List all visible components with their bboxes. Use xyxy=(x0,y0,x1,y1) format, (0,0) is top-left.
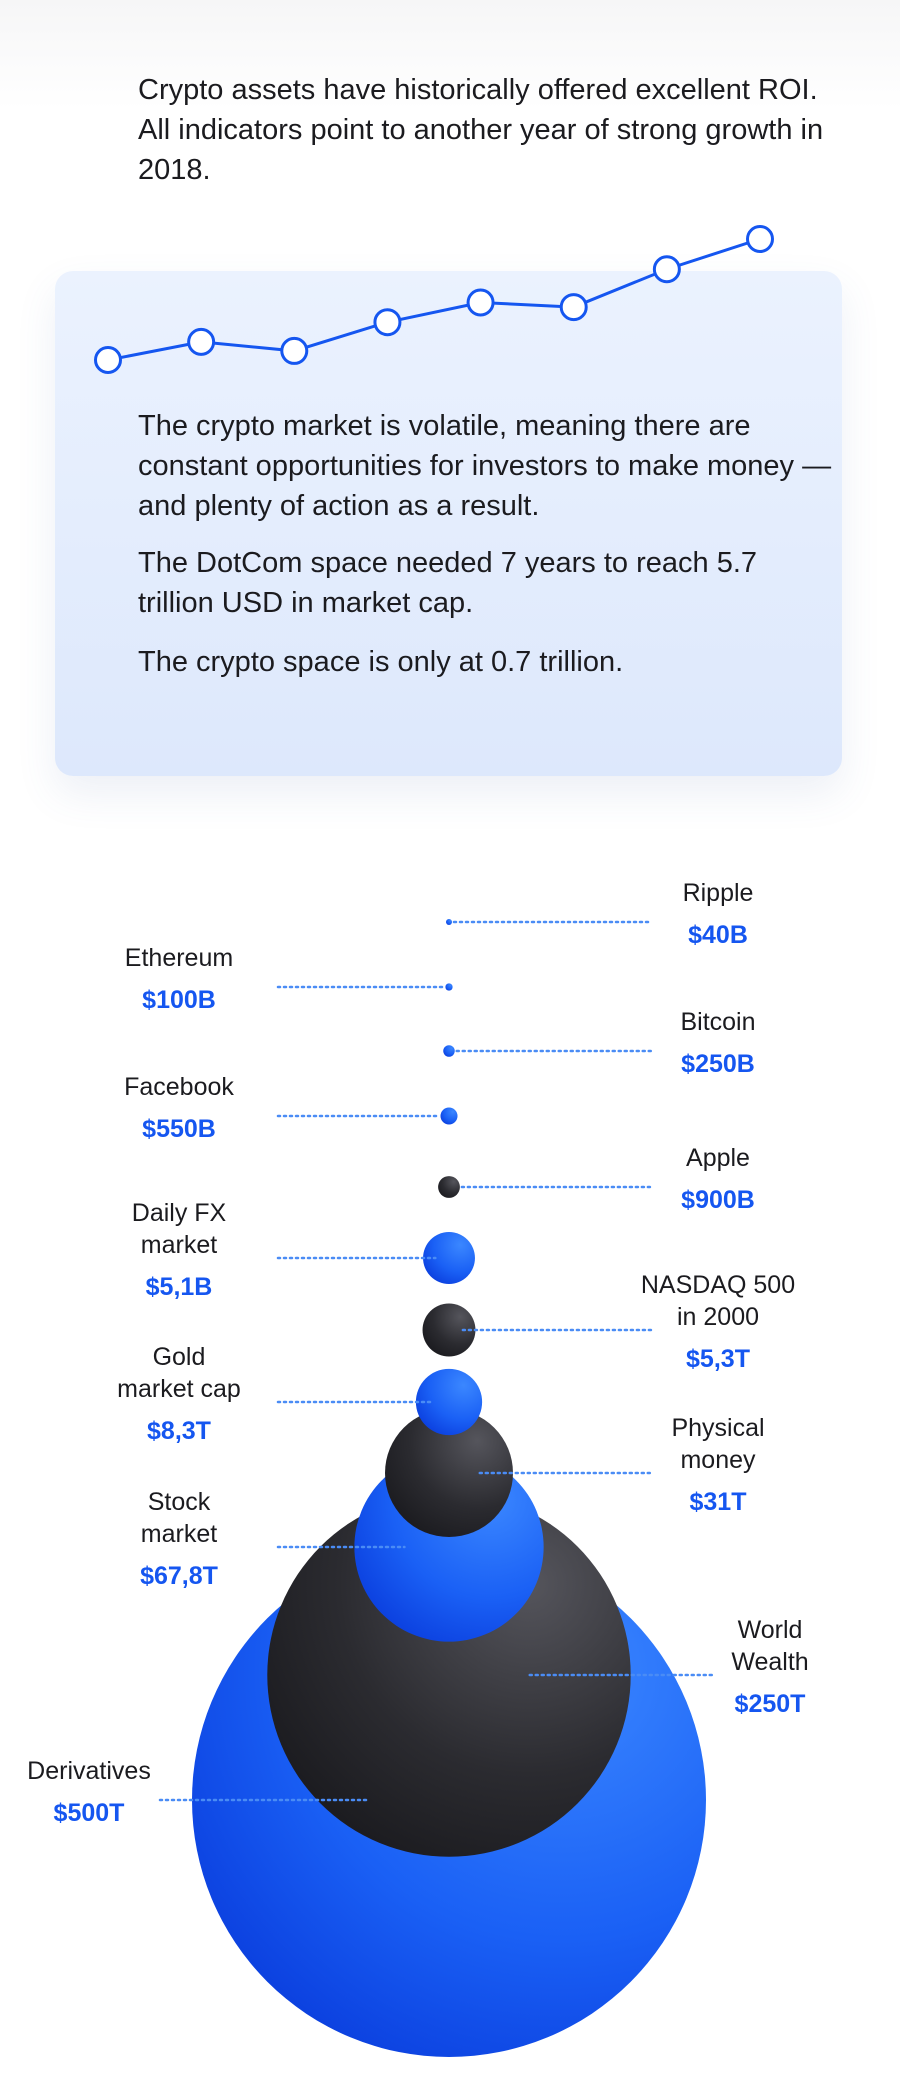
bubble-label-world-wealth: World Wealth $250T xyxy=(731,1614,808,1720)
bubble-name-stock-market: Stock market xyxy=(140,1488,218,1548)
trend-line xyxy=(107,237,761,362)
trend-point-8 xyxy=(746,225,774,253)
bubble-name-bitcoin: Bitcoin xyxy=(680,1008,756,1036)
bubble-ripple xyxy=(446,919,452,925)
card-paragraph-dotcom: The DotCom space needed 7 years to reach… xyxy=(138,547,758,619)
bubble-value-stock-market: $67,8T xyxy=(140,1562,218,1590)
bubble-name-ethereum: Ethereum xyxy=(124,944,234,972)
bubble-name-daily-fx-market: Daily FX market xyxy=(131,1199,227,1259)
trend-point-2 xyxy=(187,327,216,356)
bubble-label-derivatives: Derivatives $500T xyxy=(27,1755,151,1829)
trend-point-1 xyxy=(94,346,122,374)
bubble-value-derivatives: $500T xyxy=(53,1799,125,1827)
bubble-value-apple: $900B xyxy=(681,1186,755,1214)
bubble-name-nasdaq-500-in-2000: NASDAQ 500 in 2000 xyxy=(640,1271,796,1331)
bubble-world-wealth xyxy=(267,1493,631,1857)
bubble-name-ripple: Ripple xyxy=(682,879,754,907)
bubble-value-world-wealth: $250T xyxy=(734,1690,806,1718)
trend-point-7 xyxy=(652,255,681,284)
bubble-value-nasdaq-500-in-2000: $5,3T xyxy=(686,1345,750,1373)
bubble-ethereum xyxy=(445,983,453,991)
intro-text: Crypto assets have historically offered … xyxy=(138,74,824,186)
bubble-apple xyxy=(438,1176,460,1198)
bubble-gold-market-cap xyxy=(415,1368,483,1436)
bubble-bitcoin xyxy=(443,1045,455,1057)
bubble-value-bitcoin: $250B xyxy=(681,1050,755,1078)
bubble-label-physical-money: Physical money $31T xyxy=(671,1412,764,1518)
card-paragraph-crypto: The crypto space is only at 0.7 trillion… xyxy=(138,646,624,678)
bubble-label-daily-fx-market: Daily FX market $5,1B xyxy=(132,1197,226,1303)
bubble-value-ripple: $40B xyxy=(688,921,748,949)
bubble-physical-money xyxy=(385,1409,513,1537)
bubble-label-stock-market: Stock market $67,8T xyxy=(140,1486,218,1592)
trend-point-6 xyxy=(559,293,588,322)
bubble-name-gold-market-cap: Gold market cap xyxy=(117,1343,241,1403)
bubble-value-ethereum: $100B xyxy=(142,986,216,1014)
bubble-value-physical-money: $31T xyxy=(689,1488,747,1516)
bubble-label-facebook: Facebook $550B xyxy=(124,1071,234,1145)
bubble-value-facebook: $550B xyxy=(142,1115,216,1143)
trend-point-5 xyxy=(466,288,495,317)
info-card xyxy=(55,271,842,776)
bubble-nasdaq-500-in-2000 xyxy=(422,1303,476,1357)
bubble-name-facebook: Facebook xyxy=(124,1073,234,1101)
bubble-label-ethereum: Ethereum $100B xyxy=(125,942,233,1016)
bubble-name-physical-money: Physical money xyxy=(671,1414,765,1474)
bubble-label-ripple: Ripple $40B xyxy=(683,877,754,951)
bubble-facebook xyxy=(440,1107,458,1125)
trend-point-4 xyxy=(373,308,402,337)
card-paragraph-volatility: The crypto market is volatile, meaning t… xyxy=(138,410,832,522)
bubble-label-nasdaq-500-in-2000: NASDAQ 500 in 2000 $5,3T xyxy=(641,1269,795,1375)
bubble-value-gold-market-cap: $8,3T xyxy=(147,1417,211,1445)
trend-point-3 xyxy=(280,336,309,365)
bubble-name-world-wealth: World Wealth xyxy=(731,1616,809,1676)
bubble-name-derivatives: Derivatives xyxy=(27,1757,151,1785)
bubble-name-apple: Apple xyxy=(686,1144,750,1172)
bubble-label-apple: Apple $900B xyxy=(681,1142,755,1216)
bubble-daily-fx-market xyxy=(423,1232,475,1284)
bubble-value-daily-fx-market: $5,1B xyxy=(145,1273,213,1301)
bubble-label-gold-market-cap: Gold market cap $8,3T xyxy=(117,1341,241,1447)
bubble-label-bitcoin: Bitcoin $250B xyxy=(680,1006,755,1080)
